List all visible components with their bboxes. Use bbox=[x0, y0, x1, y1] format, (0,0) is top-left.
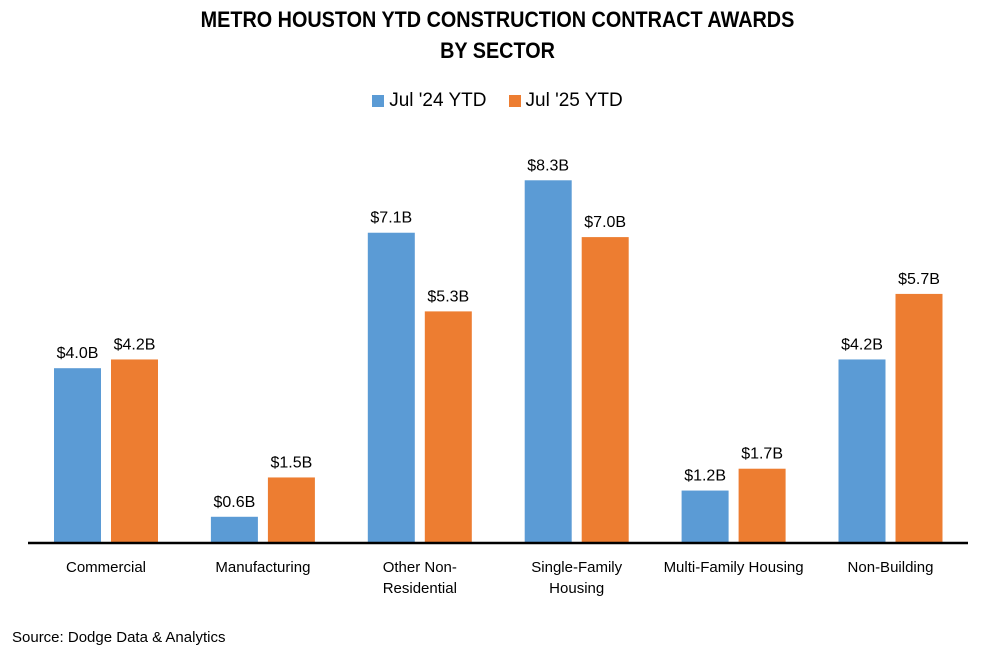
chart-title: METRO HOUSTON YTD CONSTRUCTION CONTRACT … bbox=[50, 4, 946, 66]
data-label-manufacturing-series-1: $0.6B bbox=[213, 494, 255, 511]
x-tick-label: Housing bbox=[549, 580, 604, 597]
data-label-single-family-housing-series-2: $7.0B bbox=[584, 214, 626, 231]
data-label-commercial-series-2: $4.2B bbox=[114, 336, 156, 353]
x-tick-label: Residential bbox=[383, 580, 457, 597]
x-tick-label: Commercial bbox=[66, 559, 146, 576]
legend-swatch-jul-25 bbox=[508, 95, 521, 107]
x-tick-label: Manufacturing bbox=[215, 559, 310, 576]
x-tick-label: Other Non- bbox=[383, 559, 457, 576]
bar-non-building-series-1 bbox=[838, 359, 886, 543]
x-tick-label: Single-Family bbox=[531, 559, 622, 576]
bar-manufacturing-series-2 bbox=[267, 477, 315, 543]
data-label-single-family-housing-series-1: $8.3B bbox=[527, 157, 569, 174]
data-label-commercial-series-1: $4.0B bbox=[57, 345, 99, 362]
data-label-multi-family-housing-series-1: $1.2B bbox=[684, 468, 726, 485]
data-label-multi-family-housing-series-2: $1.7B bbox=[741, 446, 783, 463]
source-note: Source: Dodge Data & Analytics bbox=[12, 629, 226, 646]
chart-title-line-1: METRO HOUSTON YTD CONSTRUCTION CONTRACT … bbox=[200, 7, 795, 32]
data-label-non-building-series-2: $5.7B bbox=[898, 271, 940, 288]
legend-label-jul-24: Jul '24 YTD bbox=[389, 90, 487, 111]
data-label-manufacturing-series-2: $1.5B bbox=[270, 454, 312, 471]
bar-commercial-series-1 bbox=[54, 368, 101, 543]
legend-item-jul-25: Jul '25 YTD bbox=[508, 90, 623, 112]
bar-multi-family-housing-series-2 bbox=[738, 468, 786, 543]
bar-other-non-residential-series-1 bbox=[367, 232, 415, 544]
data-label-non-building-series-1: $4.2B bbox=[841, 336, 883, 353]
x-tick-label: Multi-Family Housing bbox=[664, 559, 804, 576]
data-label-other-non-residential-series-2: $5.3B bbox=[427, 288, 469, 305]
legend-item-jul-24: Jul '24 YTD bbox=[372, 90, 487, 112]
bar-multi-family-housing-series-1 bbox=[681, 490, 729, 543]
data-label-other-non-residential-series-1: $7.1B bbox=[370, 210, 412, 227]
bar-single-family-housing-series-2 bbox=[581, 237, 629, 543]
legend-swatch-jul-24 bbox=[372, 95, 385, 107]
legend-label-jul-25: Jul '25 YTD bbox=[525, 90, 623, 111]
x-tick-label: Non-Building bbox=[848, 559, 934, 576]
bar-commercial-series-2 bbox=[111, 359, 158, 543]
chart-title-line-2: BY SECTOR bbox=[440, 38, 555, 63]
legend: Jul '24 YTD Jul '25 YTD bbox=[0, 90, 995, 112]
bar-other-non-residential-series-2 bbox=[424, 311, 472, 543]
bar-non-building-series-2 bbox=[895, 293, 943, 543]
bar-manufacturing-series-1 bbox=[210, 516, 258, 543]
bar-single-family-housing-series-1 bbox=[524, 180, 572, 544]
